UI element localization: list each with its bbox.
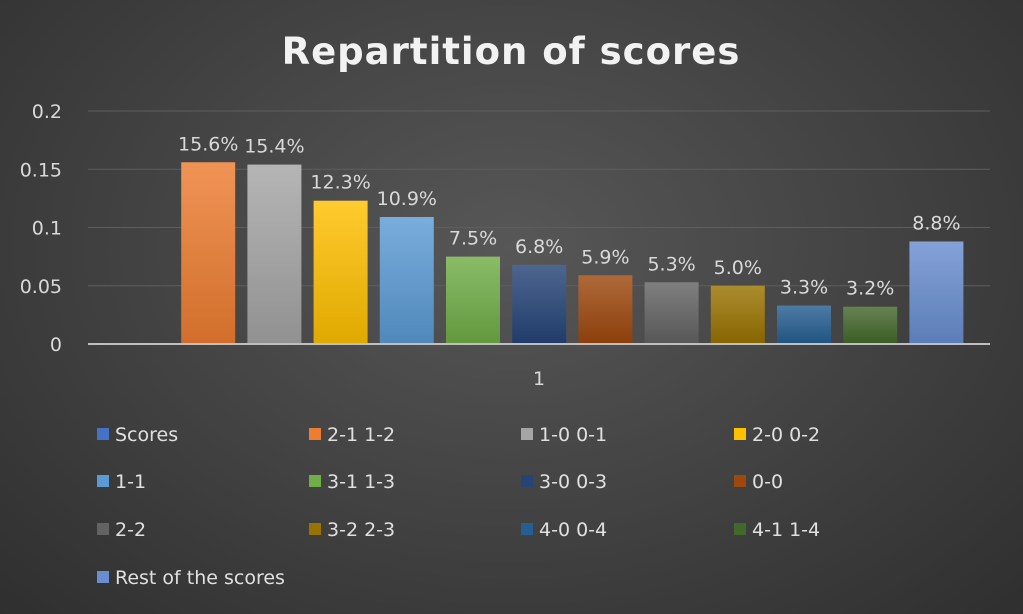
data-label: 15.6% [178,133,238,155]
legend-swatch [521,475,533,487]
legend-item: 3-1 1-3 [309,471,395,493]
legend-swatch [97,571,109,583]
legend-item: 2-2 [97,519,146,541]
legend-item: 4-0 0-4 [521,519,607,541]
bar-3-0-0-3 [512,264,567,344]
legend-item: 1-1 [97,471,146,493]
legend-label: 3-2 2-3 [327,519,395,541]
data-label: 5.0% [714,257,762,279]
data-label: 12.3% [310,172,370,194]
legend: Scores 2-1 1-2 1-0 0-1 2-0 0-2 1-1 3-1 1-3 3-0… [97,424,820,589]
legend-swatch [734,475,746,487]
bar-2-2 [644,282,699,344]
bar-4-0-0-4 [777,305,831,344]
bar-3-2-2-3 [710,285,765,344]
legend-label: Scores [115,424,178,446]
legend-swatch [309,428,321,440]
legend-label: Rest of the scores [115,567,285,589]
data-label: 15.4% [244,136,304,158]
legend-swatch [521,428,533,440]
y-tick-label: 0.1 [32,218,62,240]
legend-label: 2-0 0-2 [752,424,820,446]
bar-0-0 [578,275,633,344]
legend-item: 1-0 0-1 [521,424,607,446]
y-axis-ticks: 0 0.05 0.1 0.15 0.2 [20,101,62,356]
legend-swatch [97,475,109,487]
y-tick-label: 0.05 [20,276,62,298]
legend-label: 4-1 1-4 [752,519,820,541]
bar-4-1-1-4 [843,306,898,344]
bar-1-1 [379,217,434,344]
data-label: 5.3% [647,253,695,275]
legend-swatch [521,523,533,535]
legend-item: 2-1 1-2 [309,424,395,446]
legend-label: 1-0 0-1 [539,424,607,446]
legend-label: 2-2 [115,519,146,541]
legend-item: Rest of the scores [97,567,285,589]
bar-2-1-1-2 [181,162,236,344]
legend-label: 3-0 0-3 [539,471,607,493]
bar-3-1-1-3 [446,256,500,344]
legend-swatch [734,523,746,535]
legend-item: 3-2 2-3 [309,519,395,541]
legend-swatch [309,523,321,535]
legend-swatch [309,475,321,487]
bar-rest-of-the-scores [909,241,964,344]
bar-2-0-0-2 [313,200,368,344]
chart-title: Repartition of scores [282,30,741,73]
data-label: 5.9% [581,246,629,268]
legend-item: 2-0 0-2 [734,424,820,446]
data-label: 8.8% [912,212,960,234]
data-label: 3.2% [846,278,894,300]
legend-item: 4-1 1-4 [734,519,820,541]
bar-1-0-0-1 [247,164,302,344]
y-tick-label: 0.15 [20,159,62,181]
legend-item: Scores [97,424,178,446]
legend-label: 4-0 0-4 [539,519,607,541]
y-tick-label: 0.2 [32,101,62,123]
legend-item: 3-0 0-3 [521,471,607,493]
legend-swatch [97,428,109,440]
legend-label: 1-1 [115,471,146,493]
data-label: 6.8% [515,236,563,258]
data-label: 10.9% [377,188,437,210]
data-label: 7.5% [449,228,497,250]
data-labels: 15.6% 15.4% 12.3% 10.9% 7.5% 6.8% 5.9% 5.3% 5.0%… [178,133,961,299]
data-label: 3.3% [780,277,828,299]
bars [181,162,964,344]
legend-label: 3-1 1-3 [327,471,395,493]
legend-item: 0-0 [734,471,783,493]
y-tick-label: 0 [50,334,62,356]
x-tick-label: 1 [533,368,545,390]
legend-swatch [97,523,109,535]
legend-label: 2-1 1-2 [327,424,395,446]
legend-swatch [734,428,746,440]
legend-label: 0-0 [752,471,783,493]
